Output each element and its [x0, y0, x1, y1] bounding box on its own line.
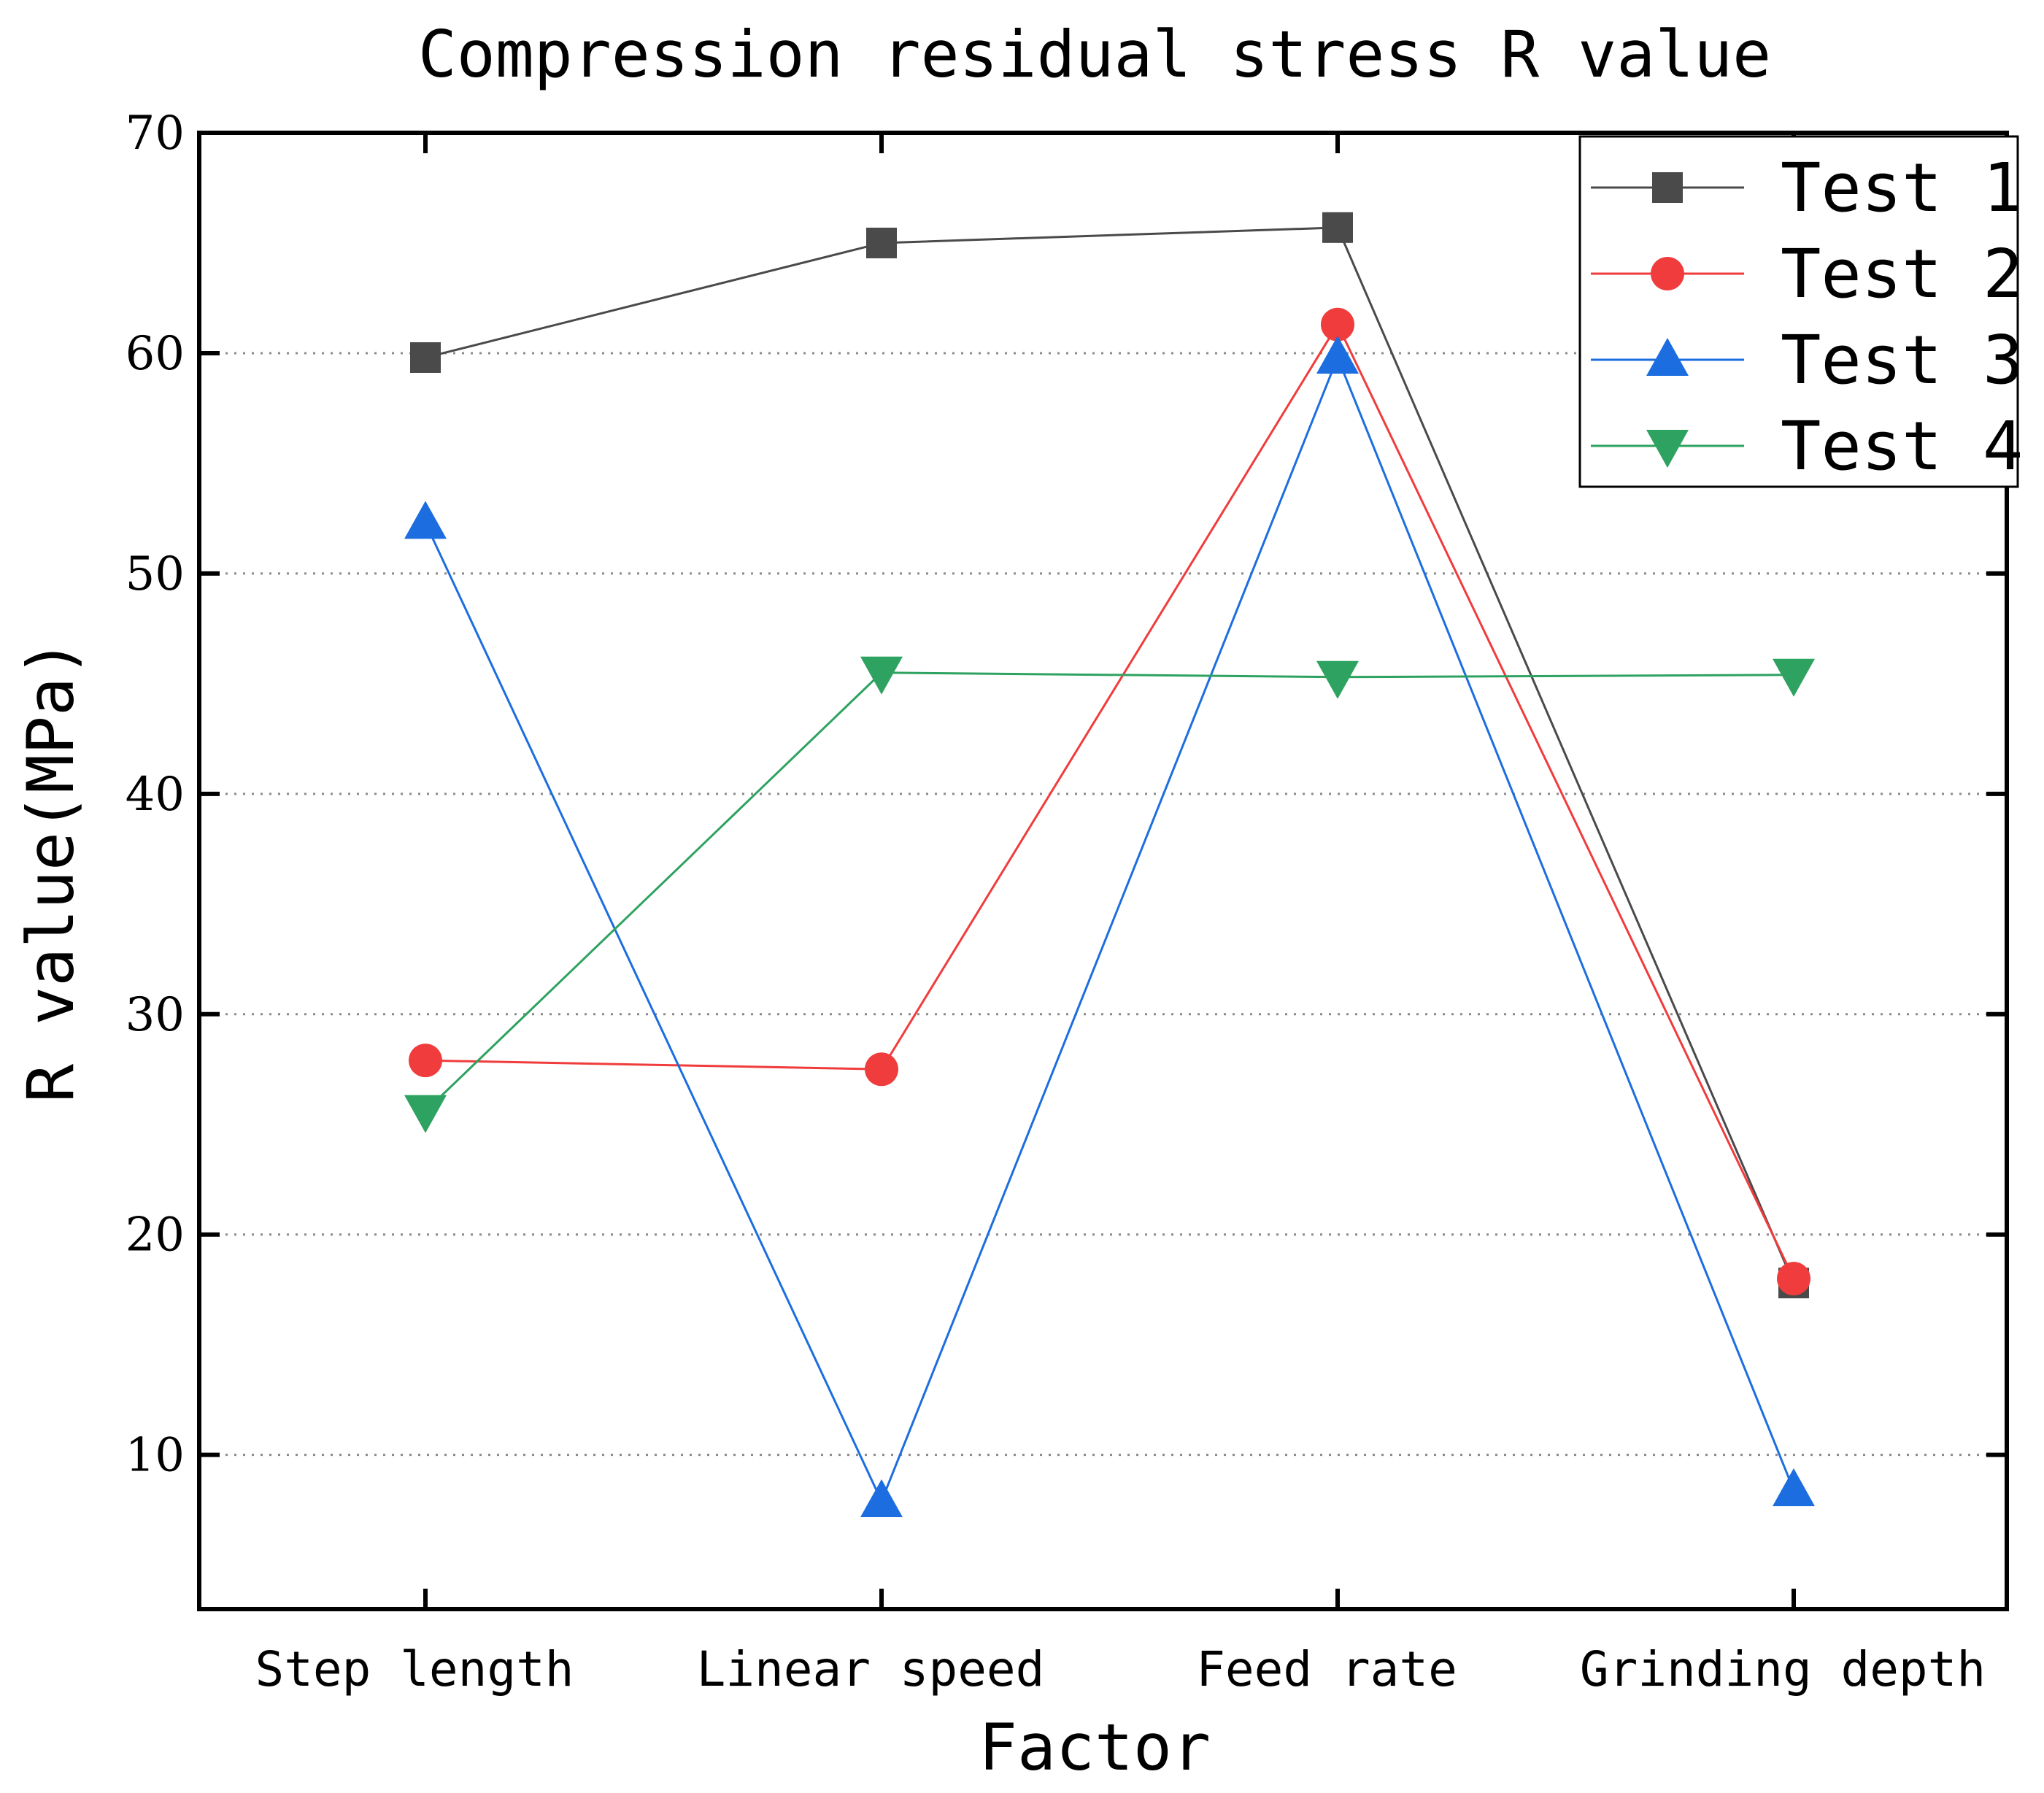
legend-marker-3 — [1646, 338, 1689, 376]
x-tick-labels: Step length Linear speed Feed rate Grinding… — [255, 1641, 1986, 1697]
x-tick-label: Step length — [255, 1641, 574, 1697]
legend-label-3: Test 3 — [1781, 321, 2023, 399]
data-point-test-4 — [404, 1095, 447, 1133]
y-tick-labels: 10 20 30 40 50 60 70 — [126, 107, 185, 1483]
series-line-2 — [425, 322, 1795, 1279]
legend-marker-1 — [1652, 172, 1683, 203]
data-point-test-2 — [1321, 307, 1354, 342]
legend-label-2: Test 2 — [1781, 235, 2023, 313]
data-point-test-4 — [1316, 660, 1359, 699]
series-line-1 — [425, 226, 1795, 1284]
data-point-test-4 — [860, 656, 903, 695]
y-tick-label: 60 — [126, 327, 185, 381]
y-tick-label: 30 — [126, 988, 185, 1042]
grid-lines — [199, 352, 2007, 1457]
series-line-4 — [424, 671, 1794, 1112]
data-point-test-2 — [409, 1044, 442, 1078]
y-tick-label: 50 — [126, 547, 185, 601]
y-tick-label: 20 — [126, 1208, 185, 1262]
x-axis-title: Factor — [979, 1710, 1211, 1785]
series-markers — [404, 212, 1815, 1518]
y-tick-label: 40 — [126, 768, 185, 822]
chart-title: Compression residual stress R value — [418, 17, 1771, 92]
data-point-test-1 — [1322, 212, 1353, 243]
legend-marker-4 — [1646, 430, 1689, 468]
y-tick-label: 70 — [126, 107, 185, 161]
y-tick-label: 10 — [126, 1429, 185, 1483]
plot-frame — [197, 131, 2009, 1611]
data-point-test-4 — [1773, 658, 1815, 697]
data-point-test-3 — [1773, 1468, 1815, 1506]
data-point-test-1 — [866, 227, 897, 258]
legend-label-1: Test 1 — [1781, 149, 2023, 227]
data-point-test-2 — [1777, 1262, 1810, 1296]
legend: Test 1 Test 2 Test 3 Test 4 — [1578, 135, 2023, 488]
series-line-3 — [424, 354, 1795, 1504]
legend-marker-2 — [1651, 257, 1684, 290]
legend-label-4: Test 4 — [1781, 407, 2023, 485]
series-lines — [424, 226, 1795, 1504]
y-axis-title: R value(MPa) — [13, 639, 88, 1103]
x-tick-label: Grinding depth — [1580, 1641, 1986, 1697]
data-point-test-2 — [865, 1052, 898, 1087]
data-point-test-1 — [410, 342, 441, 373]
data-point-test-3 — [860, 1479, 903, 1518]
x-tick-label: Linear speed — [697, 1641, 1045, 1697]
data-point-test-3 — [1316, 335, 1359, 374]
data-point-test-3 — [404, 501, 447, 539]
x-tick-label: Feed rate — [1196, 1641, 1457, 1697]
